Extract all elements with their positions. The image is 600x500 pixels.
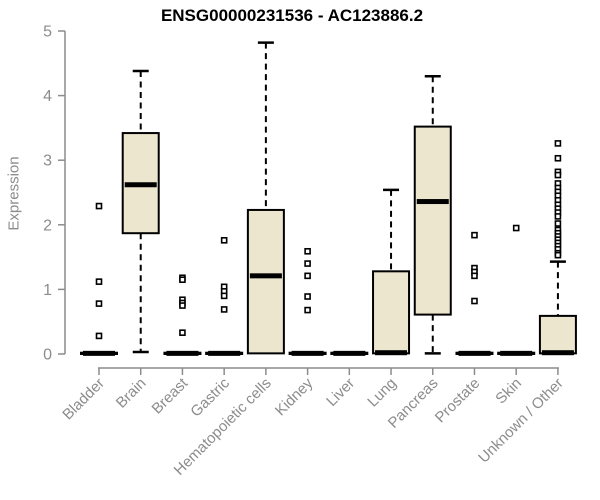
outlier-point [304,306,311,314]
outlier-point [512,224,520,232]
boxplot-breast [163,274,202,356]
outlier-point [179,302,186,309]
median-line [541,350,574,356]
outlier-point [471,297,478,305]
boxplot-hematopoietic-cells [246,41,285,355]
outlier-point [554,213,562,220]
outlier-point [304,247,311,255]
median-line [208,350,241,356]
boxplot-prostate [455,231,494,356]
boxplot-pancreas [413,74,452,355]
boxplot-kidney [288,247,327,356]
x-category-label-breast: Breast [149,374,192,417]
median-line [124,182,157,188]
outlier-point [95,332,103,340]
boxplot-skin [497,224,536,356]
median-line [375,350,408,356]
y-tick-label: 0 [43,347,52,364]
outlier-point [95,300,103,307]
median-line [333,350,366,356]
iqr-box [538,314,577,355]
y-tick-label: 5 [43,24,52,41]
outlier-point [179,276,186,284]
x-category-label-brain: Brain [113,375,150,412]
outlier-point [220,306,228,313]
boxplot-lung [372,188,411,356]
boxplot-liver [330,350,369,356]
boxplot-bladder [80,202,118,356]
outlier-point [95,278,103,285]
boxplot-unknown-other [538,140,577,356]
median-line [166,350,199,356]
outlier-point [554,140,562,147]
outlier-point [554,171,562,179]
x-category-label-lung: Lung [364,375,400,411]
y-tick-label: 4 [43,88,52,105]
x-category-label-kidney: Kidney [272,374,317,419]
outlier-point [554,251,562,259]
iqr-box [413,125,452,316]
chart-title: ENSG00000231536 - AC123886.2 [160,6,424,25]
iqr-box [372,270,411,355]
median-line [458,350,491,356]
outlier-point [179,329,186,336]
outlier-point [304,260,311,267]
y-tick-label: 3 [43,153,52,170]
outlier-point [471,272,478,280]
outlier-point [220,292,228,300]
boxplot-brain [121,69,160,354]
y-tick-label: 2 [43,217,52,234]
outlier-point [304,272,311,280]
iqr-box [246,208,285,355]
outlier-point [554,220,562,227]
median-line [249,273,282,279]
x-category-label-prostate: Prostate [432,375,484,427]
outlier-point [95,202,103,210]
median-line [500,350,533,356]
median-line [291,350,324,356]
median-line [83,350,115,356]
y-tick-label: 1 [43,282,52,299]
outlier-point [554,154,562,162]
x-category-label-liver: Liver [323,375,358,410]
outlier-point [304,293,311,300]
x-category-label-skin: Skin [492,375,525,408]
outlier-point [471,231,478,239]
y-axis-label: Expression [5,156,23,231]
x-category-label-bladder: Bladder [59,375,108,424]
median-line [416,199,449,205]
outlier-point [220,237,228,244]
boxplot-gastric [205,237,244,356]
